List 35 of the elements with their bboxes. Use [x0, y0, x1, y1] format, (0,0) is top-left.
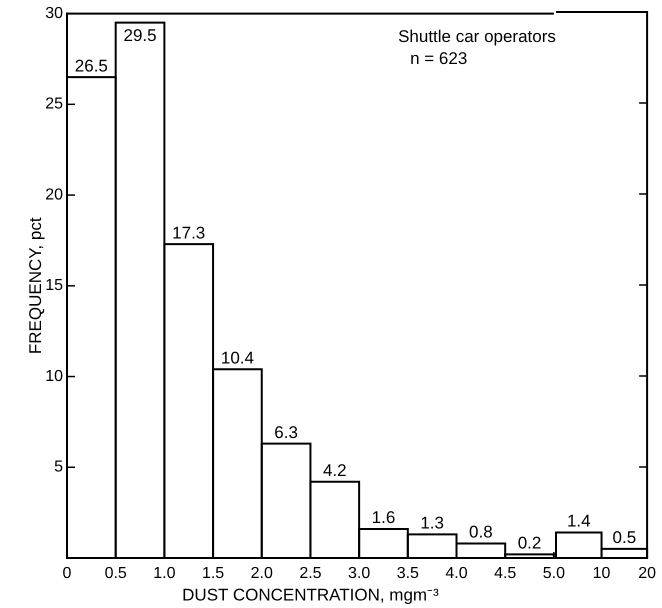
x-axis-title: DUST CONCENTRATION, mgm⁻³: [182, 585, 440, 604]
y-axis-title: FREQUENCY, pct: [26, 217, 45, 354]
y-tick-label: 20: [45, 186, 64, 204]
x-tick-label: 3.5: [396, 565, 420, 582]
x-tick-label: 4.5: [494, 565, 516, 582]
data-label: 0.8: [469, 522, 493, 542]
y-tick-label: 25: [45, 96, 64, 113]
x-tick-label: 4.0: [445, 565, 468, 582]
annotation: n = 623: [410, 48, 468, 68]
y-tick-label: 15: [45, 277, 64, 294]
x-tick-label: 2.0: [250, 565, 273, 582]
data-label: 1.6: [372, 508, 396, 528]
data-label: 10.4: [220, 348, 254, 368]
x-tick-label: 1.5: [202, 565, 224, 582]
data-label: 0.2: [518, 534, 542, 553]
y-tick-label: 5: [54, 458, 64, 476]
data-label: 1.4: [566, 512, 591, 531]
x-tick-label: 0: [62, 565, 72, 582]
data-label: 4.2: [322, 460, 347, 480]
x-tick-label: 1.0: [153, 565, 176, 582]
data-label: 6.3: [274, 422, 298, 442]
x-tick-label: 2.5: [299, 565, 322, 582]
data-label: 1.3: [420, 514, 444, 533]
data-label: 17.3: [172, 223, 206, 242]
data-label: 0.5: [612, 528, 636, 548]
data-label: 26.5: [74, 56, 108, 76]
x-tick-label: 10: [592, 565, 611, 582]
x-tick-label: 5.0: [542, 565, 566, 582]
y-tick-label: 30: [45, 5, 64, 22]
x-tick-label: 20: [638, 565, 656, 582]
data-label: 29.5: [123, 26, 157, 45]
annotation: Shuttle car operators: [398, 26, 556, 46]
x-tick-label: 0.5: [104, 565, 127, 582]
x-tick-label: 3.0: [348, 565, 370, 582]
y-tick-label: 10: [45, 368, 64, 385]
